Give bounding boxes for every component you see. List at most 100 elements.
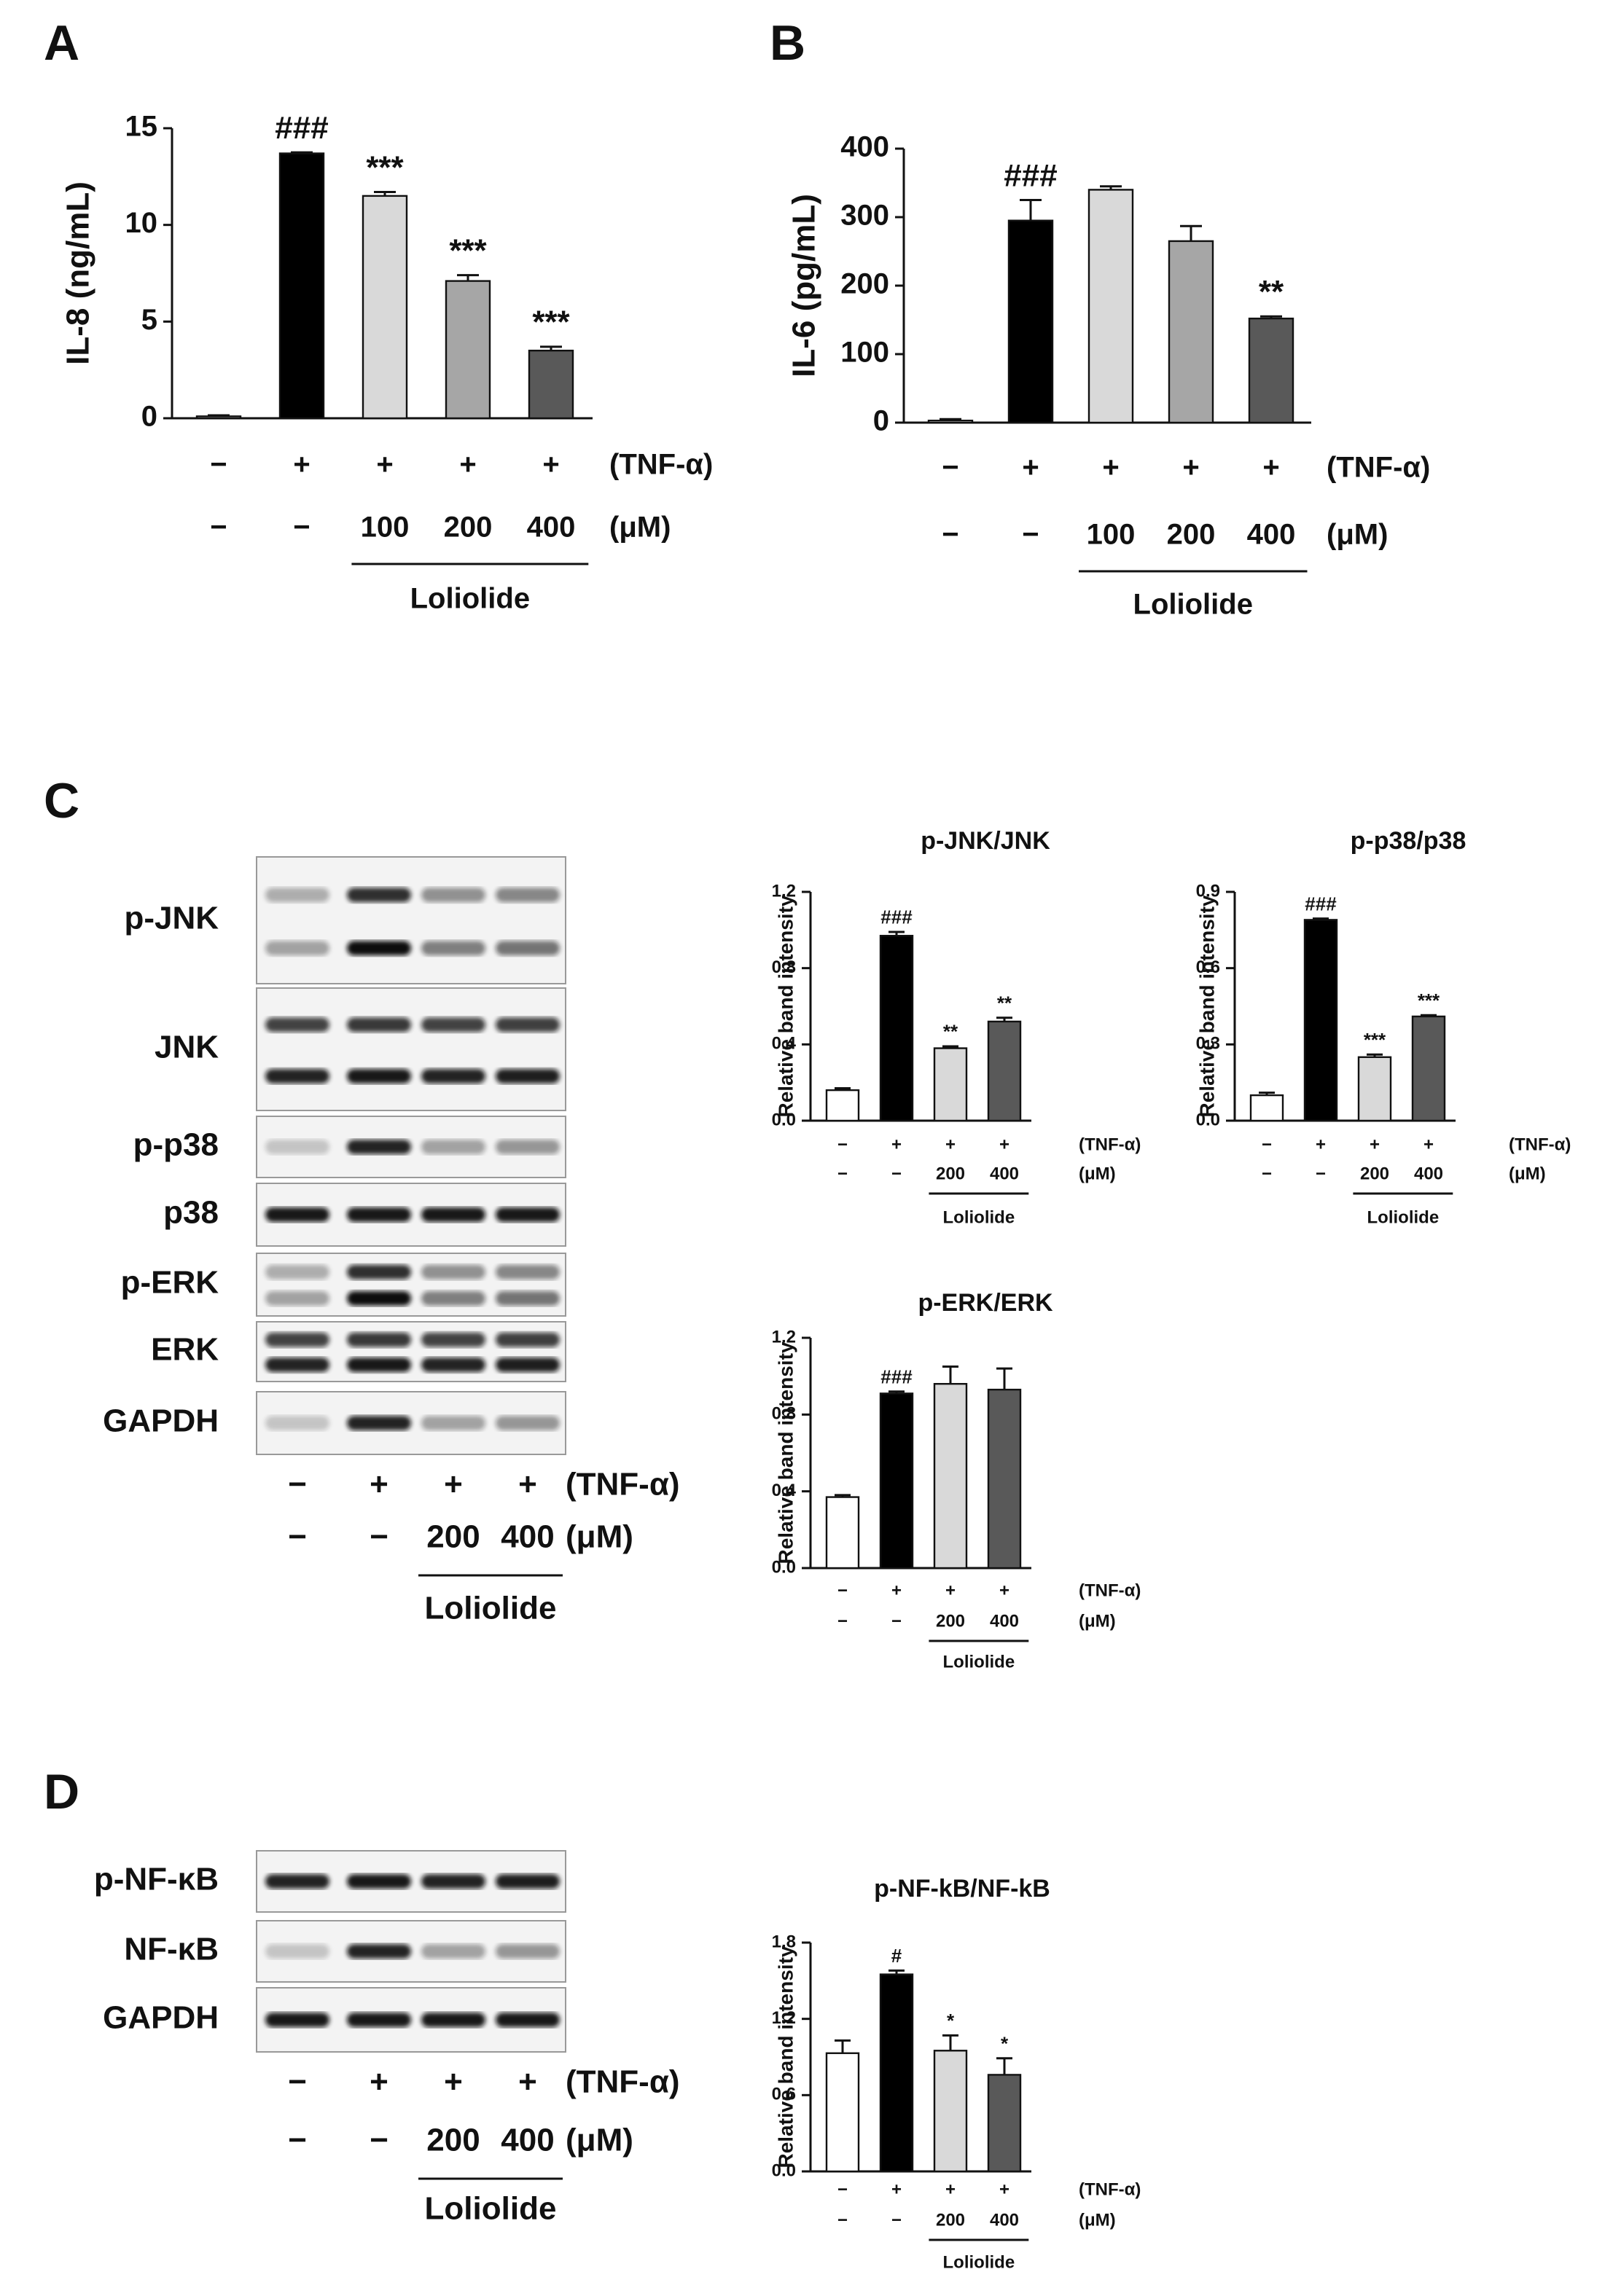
group-label: Loliolide [1133, 589, 1253, 621]
blot-band [265, 888, 329, 903]
treatment-label: 200 [936, 1164, 965, 1183]
y-tick-label: 200 [840, 268, 889, 300]
treatment-label: + [891, 2179, 902, 2199]
blot-band [421, 2013, 485, 2027]
treatment-name: (TNF-α) [609, 449, 713, 481]
significance-label: # [891, 1945, 902, 1967]
blot-band [421, 1416, 485, 1430]
blot-band [347, 1874, 411, 1889]
blot-band [347, 1332, 411, 1347]
blot-band [421, 1290, 485, 1306]
bar [195, 415, 242, 420]
treatment-label: 400 [1247, 519, 1296, 551]
significance-label: *** [1364, 1029, 1386, 1051]
treatment-label: − [837, 2179, 848, 2199]
blot-band [347, 2013, 411, 2027]
treatment-name: (TNF-α) [566, 2064, 680, 2100]
significance-label: *** [366, 149, 404, 185]
blot-band [496, 1874, 560, 1889]
treatment-label: + [1316, 1135, 1326, 1154]
bar [879, 934, 914, 1122]
blot-band [421, 888, 485, 903]
y-tick-label: 0.0 [772, 1557, 796, 1577]
treatment-label: − [837, 1611, 848, 1631]
blot-band [347, 941, 411, 956]
blot-band [496, 1332, 560, 1347]
bar [825, 2052, 860, 2173]
group-label: Loliolide [1367, 1207, 1440, 1227]
y-tick-label: 0.8 [772, 1404, 796, 1424]
blot-band [496, 888, 560, 903]
blot-row-label: p-p38 [133, 1127, 219, 1163]
treatment-label: + [444, 1467, 463, 1502]
blot-row-label: p-ERK [121, 1265, 219, 1301]
treatment-label: + [1182, 452, 1199, 484]
blot-band [347, 1416, 411, 1430]
treatment-label: + [542, 449, 559, 481]
blot-band [265, 941, 329, 956]
treatment-label: + [1022, 452, 1039, 484]
blot-band [421, 1068, 485, 1084]
treatment-name: (μM) [1079, 1611, 1116, 1631]
y-tick-label: 1.8 [772, 1932, 796, 1951]
blot-band [421, 1207, 485, 1222]
blot-band [265, 1207, 329, 1222]
treatment-name: (μM) [1079, 2210, 1116, 2230]
blot-band [496, 2013, 560, 2027]
significance-label: ### [880, 1366, 913, 1387]
blot-band [265, 1874, 329, 1889]
blot-band [421, 1944, 485, 1959]
significance-label: *** [449, 232, 487, 268]
treatment-label: − [288, 1467, 307, 1502]
significance-label: *** [1418, 990, 1440, 1011]
y-tick-label: 400 [840, 131, 889, 163]
bar [933, 2050, 968, 2173]
blot-band [265, 1290, 329, 1306]
blot-band [347, 1290, 411, 1306]
treatment-label: + [1423, 1135, 1434, 1154]
y-tick-label: 0.9 [1196, 881, 1220, 901]
treatment-name: (TNF-α) [1079, 1135, 1141, 1154]
blot-band [496, 1068, 560, 1084]
treatment-label: 400 [1414, 1164, 1443, 1183]
treatment-label: 200 [936, 2210, 965, 2230]
blot-band [421, 941, 485, 956]
treatment-label: − [210, 512, 227, 544]
treatment-label: 100 [361, 512, 410, 544]
bar [825, 1089, 860, 1122]
blot-row-label: GAPDH [103, 2000, 219, 2036]
blot-band [265, 2013, 329, 2027]
bar [362, 195, 408, 420]
y-tick-label: 0.8 [772, 957, 796, 977]
significance-label: ** [997, 992, 1012, 1014]
bar [1249, 1094, 1284, 1122]
blot-band [421, 1140, 485, 1154]
blot-band [421, 1874, 485, 1889]
treatment-name: (TNF-α) [1327, 452, 1430, 484]
treatment-label: − [891, 1611, 902, 1631]
treatment-label: − [288, 2064, 307, 2100]
bar [1168, 240, 1214, 424]
treatment-name: (TNF-α) [566, 1467, 680, 1502]
bar [445, 280, 491, 420]
group-label: Loliolide [943, 2252, 1015, 2272]
y-tick-label: 0.4 [772, 1034, 797, 1054]
blot-row-label: NF-κB [124, 1932, 219, 1967]
treatment-label: − [1316, 1164, 1326, 1183]
blot-band [496, 941, 560, 956]
group-label: Loliolide [943, 1652, 1015, 1672]
significance-label: ### [1004, 157, 1057, 193]
chart-title: p-JNK/JNK [921, 827, 1050, 855]
y-axis-label: Relative band intensity [774, 1341, 797, 1564]
blot-band [347, 888, 411, 903]
treatment-label: − [210, 449, 227, 481]
bar [528, 349, 574, 420]
group-label: Loliolide [425, 1591, 557, 1626]
treatment-label: + [459, 449, 476, 481]
blot-row-label: JNK [155, 1030, 219, 1065]
treatment-label: − [837, 1164, 848, 1183]
blot-frame [256, 1253, 566, 1317]
blot-band [347, 1357, 411, 1373]
treatment-name: (TNF-α) [1079, 2179, 1141, 2199]
blot-band [496, 1207, 560, 1222]
